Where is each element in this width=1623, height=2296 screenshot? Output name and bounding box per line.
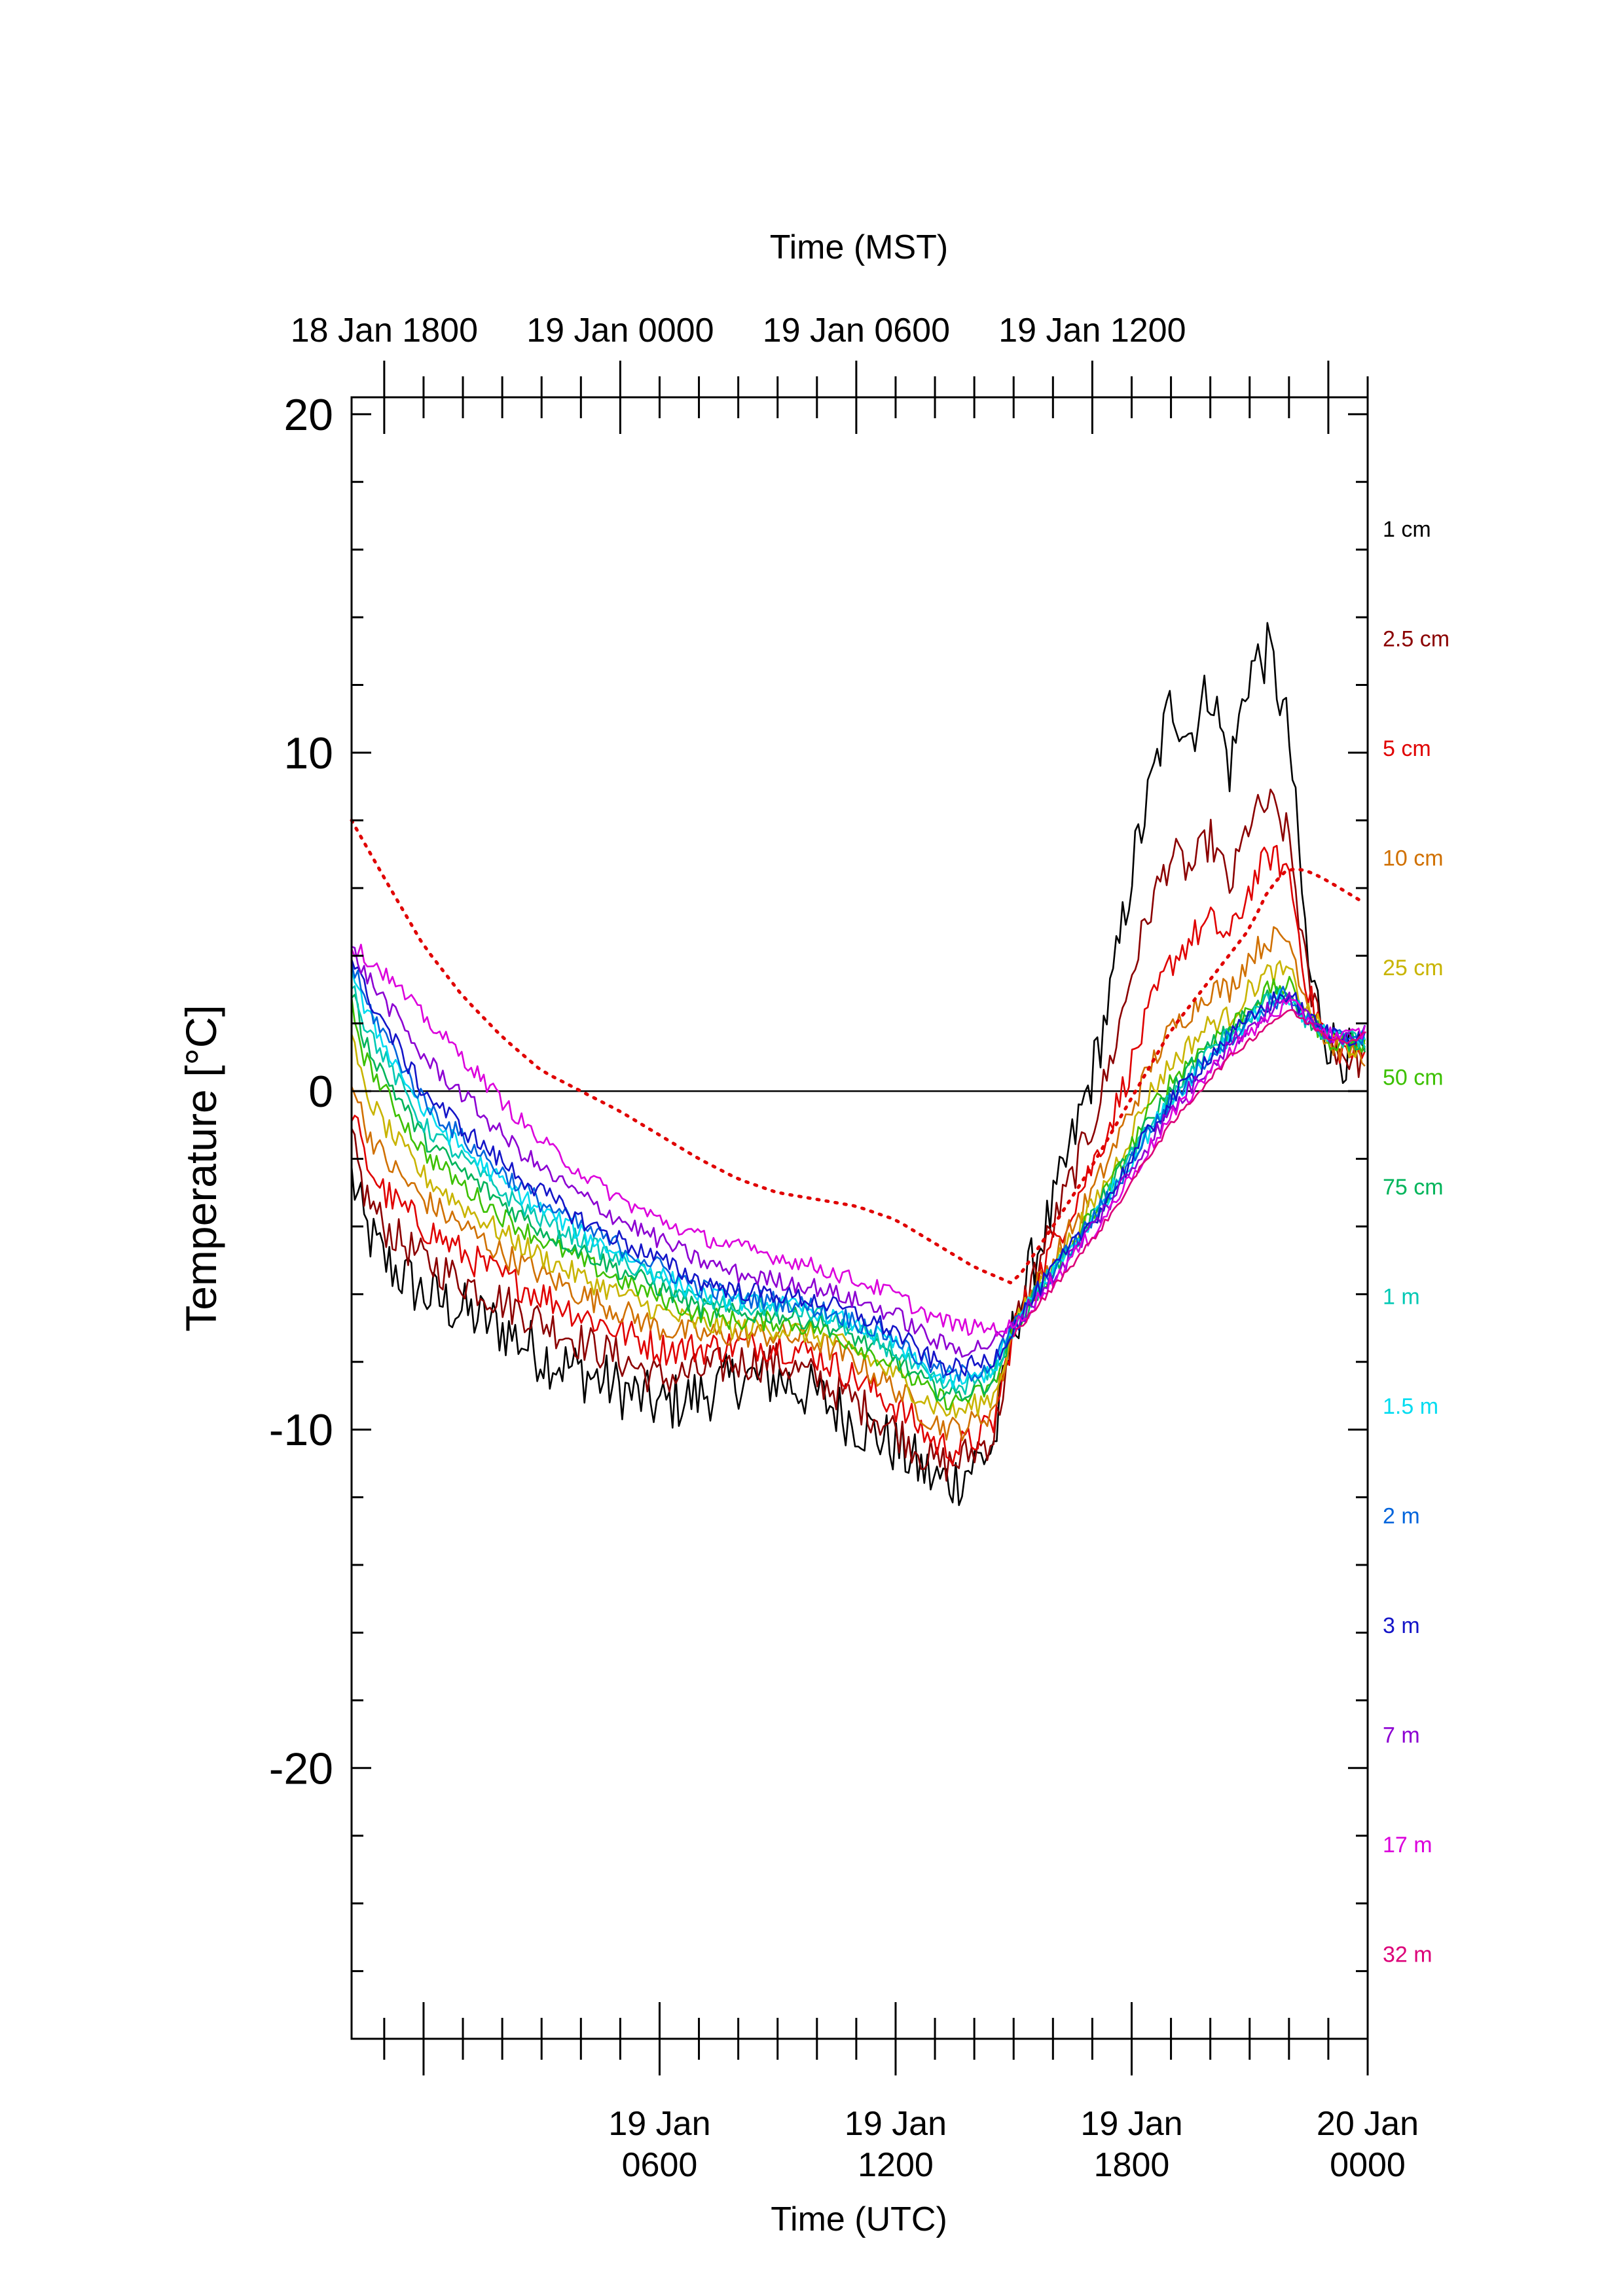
x-tick-label-line2: 0600 bbox=[622, 2146, 698, 2184]
x2-tick-label: 18 Jan 1800 bbox=[291, 312, 478, 350]
x-tick-label-line2: 1200 bbox=[858, 2146, 934, 2184]
y-tick-label: 10 bbox=[283, 728, 333, 778]
x-tick-label-line2: 0000 bbox=[1330, 2146, 1406, 2184]
legend-entry: 5 cm bbox=[1383, 736, 1431, 761]
y-axis-label: Temperature [°C] bbox=[177, 1005, 225, 1332]
series-line-dotted-reference bbox=[350, 818, 1366, 1285]
y-tick-label: 0 bbox=[308, 1067, 333, 1117]
legend-entry: 1 cm bbox=[1383, 517, 1431, 542]
series-layer bbox=[350, 622, 1366, 1507]
legend-entry: 25 cm bbox=[1383, 956, 1444, 980]
legend-entry: 17 m bbox=[1383, 1833, 1432, 1857]
x-axis-label: Time (UTC) bbox=[771, 2200, 947, 2238]
x2-axis-label: Time (MST) bbox=[770, 228, 948, 266]
x-tick-label-line1: 19 Jan bbox=[1080, 2105, 1182, 2143]
legend-entry: 1 m bbox=[1383, 1285, 1420, 1310]
y-tick-label: -10 bbox=[269, 1405, 333, 1455]
x-tick-label-line1: 20 Jan bbox=[1317, 2105, 1419, 2143]
legend-entry: 32 m bbox=[1383, 1943, 1432, 1967]
x2-tick-label: 19 Jan 0000 bbox=[526, 312, 714, 350]
series-line-1-cm bbox=[350, 622, 1366, 1507]
legend-entry: 2 m bbox=[1383, 1504, 1420, 1529]
plot-frame bbox=[350, 396, 1369, 2040]
legend-entry: 3 m bbox=[1383, 1613, 1420, 1638]
series-line-5-cm bbox=[350, 844, 1366, 1466]
x2-tick-label: 19 Jan 0600 bbox=[763, 312, 950, 350]
y-tick-label: -20 bbox=[269, 1744, 333, 1793]
x2-tick-label: 19 Jan 1200 bbox=[998, 312, 1186, 350]
axes-layer bbox=[350, 361, 1369, 2075]
y-tick-label: 20 bbox=[283, 390, 333, 440]
legend-entry: 50 cm bbox=[1383, 1066, 1444, 1090]
series-line-50-cm bbox=[350, 976, 1366, 1410]
series-line-10-cm bbox=[350, 926, 1366, 1441]
legend-entry: 10 cm bbox=[1383, 846, 1444, 871]
series-line-17-m bbox=[350, 943, 1366, 1337]
x-tick-label-line1: 19 Jan bbox=[608, 2105, 710, 2143]
legend-entry: 1.5 m bbox=[1383, 1394, 1438, 1419]
legend: 1 cm 2.5 cm 5 cm 10 cm 25 cm 50 cm 75 cm 1 m 1.5… bbox=[1383, 517, 1450, 1967]
series-line-2-m bbox=[350, 962, 1366, 1382]
series-line-7-m bbox=[351, 946, 1366, 1358]
x-tick-label-line2: 1800 bbox=[1094, 2146, 1170, 2184]
series-line-2-5-cm bbox=[350, 788, 1366, 1482]
legend-entry: 2.5 cm bbox=[1383, 627, 1450, 652]
x-tick-label-line1: 19 Jan bbox=[845, 2105, 947, 2143]
legend-entry: 7 m bbox=[1383, 1723, 1420, 1748]
legend-entry: 75 cm bbox=[1383, 1175, 1444, 1200]
series-line-32-m bbox=[1012, 1009, 1366, 1338]
